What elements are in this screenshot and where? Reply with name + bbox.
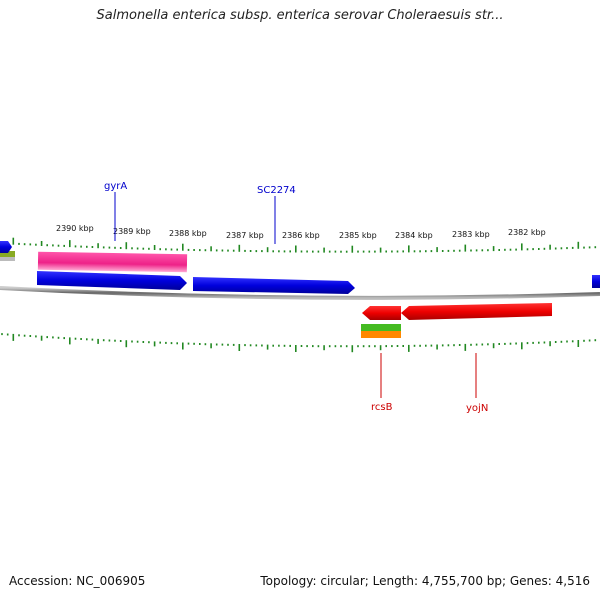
map-title: Salmonella enterica subsp. enterica sero… xyxy=(96,8,504,23)
scale-label: 2388 kbp xyxy=(169,229,207,238)
genome-backbone xyxy=(0,286,600,300)
scale-label: 2387 kbp xyxy=(226,231,264,240)
scale-label: 2383 kbp xyxy=(452,230,490,239)
scale-label: 2384 kbp xyxy=(395,231,433,240)
green-feature xyxy=(361,324,401,331)
inner-tick-marks xyxy=(1,333,597,353)
green-feature-left-edge xyxy=(0,251,15,257)
reverse-gene-yojN[interactable] xyxy=(401,303,552,320)
scale-label: 2389 kbp xyxy=(113,227,151,236)
gray-feature-left-edge xyxy=(0,257,15,261)
pink-feature[interactable] xyxy=(37,251,188,273)
accession-text: Accession: NC_006905 xyxy=(9,574,146,588)
scale-labels: 2390 kbp 2389 kbp 2388 kbp 2387 kbp 2386… xyxy=(56,224,546,240)
blue-gene-left-edge[interactable] xyxy=(0,241,12,253)
scale-label: 2386 kbp xyxy=(282,231,320,240)
blue-gene-right-edge[interactable] xyxy=(592,275,600,288)
gene-label-SC2274[interactable]: SC2274 xyxy=(257,185,296,196)
gene-label-rcsB[interactable]: rcsB xyxy=(371,402,393,413)
scale-label: 2390 kbp xyxy=(56,224,94,233)
reverse-gene-rcsB[interactable] xyxy=(362,306,401,320)
scale-label: 2382 kbp xyxy=(508,228,546,237)
scale-label: 2385 kbp xyxy=(339,231,377,240)
forward-gene-SC2274[interactable] xyxy=(193,277,355,294)
orange-feature xyxy=(361,331,401,338)
genome-summary-text: Topology: circular; Length: 4,755,700 bp… xyxy=(260,574,590,588)
gene-label-gyrA[interactable]: gyrA xyxy=(104,181,127,192)
gene-label-yojN[interactable]: yojN xyxy=(466,403,488,414)
outer-tick-marks xyxy=(1,237,597,253)
forward-gene-gyrA[interactable] xyxy=(37,271,187,290)
